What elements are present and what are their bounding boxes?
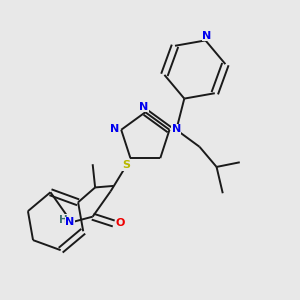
Text: O: O xyxy=(115,218,124,229)
Text: N: N xyxy=(202,31,212,41)
Text: N: N xyxy=(172,124,181,134)
Text: S: S xyxy=(123,160,131,170)
Text: H: H xyxy=(59,215,68,225)
Text: N: N xyxy=(139,102,148,112)
Text: N: N xyxy=(110,124,119,134)
Text: N: N xyxy=(65,217,75,227)
